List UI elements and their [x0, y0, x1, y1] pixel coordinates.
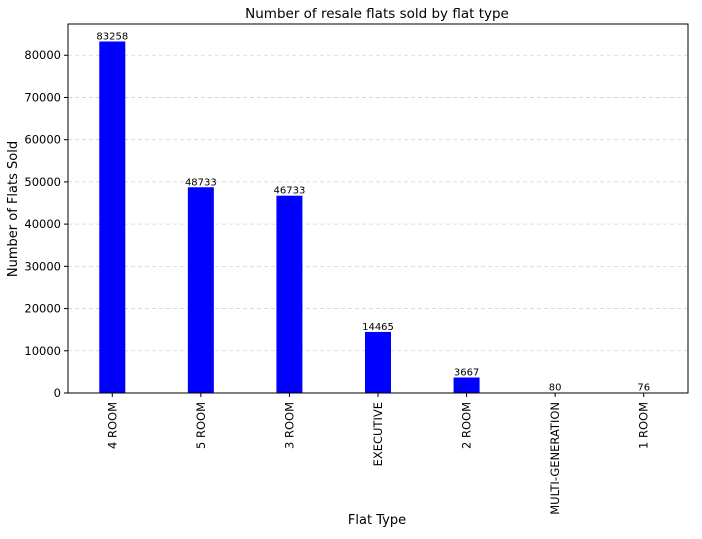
bar: [365, 331, 391, 393]
x-tick-label: 3 ROOM: [282, 402, 296, 449]
x-axis: 4 ROOM 5 ROOM 3 ROOM EXECUTIVE 2 ROOM MULTI-G…: [105, 393, 651, 515]
bar: [187, 187, 214, 393]
x-axis-label: Flat Type: [348, 513, 406, 528]
bar: [99, 41, 126, 393]
y-tick-label: 60000: [24, 133, 61, 147]
y-axis-label: Number of Flats Sold: [6, 141, 21, 277]
x-tick-label: 1 ROOM: [637, 402, 651, 449]
bar: [276, 195, 303, 393]
data-label: 48733: [185, 177, 217, 188]
y-tick-label: 20000: [24, 302, 61, 316]
data-label: 3667: [454, 368, 479, 379]
data-label: 76: [637, 383, 650, 394]
y-tick-label: 50000: [24, 175, 61, 189]
data-labels: 83258 48733 46733 14465 3667 80 76: [96, 31, 650, 393]
x-tick-label: 4 ROOM: [105, 402, 119, 449]
y-tick-label: 70000: [24, 90, 61, 104]
y-tick-label: 10000: [24, 344, 61, 358]
y-tick-label: 30000: [24, 259, 61, 273]
bars: [99, 41, 657, 393]
x-tick-label: EXECUTIVE: [371, 402, 385, 466]
data-label: 14465: [362, 322, 394, 333]
data-label: 83258: [96, 31, 128, 42]
x-tick-label: MULTI-GENERATION: [548, 402, 562, 515]
y-axis: 0 10000 20000 30000 40000 50000 60000 70000 8000…: [24, 48, 68, 400]
x-tick-label: 2 ROOM: [460, 402, 474, 449]
data-label: 80: [549, 383, 562, 394]
y-tick-label: 40000: [24, 217, 61, 231]
chart-title: Number of resale flats sold by flat type: [245, 6, 509, 22]
bar: [453, 377, 480, 393]
x-tick-label: 5 ROOM: [194, 402, 208, 449]
y-tick-label: 80000: [24, 48, 61, 62]
data-label: 46733: [274, 186, 306, 197]
y-tick-label: 0: [54, 386, 61, 400]
